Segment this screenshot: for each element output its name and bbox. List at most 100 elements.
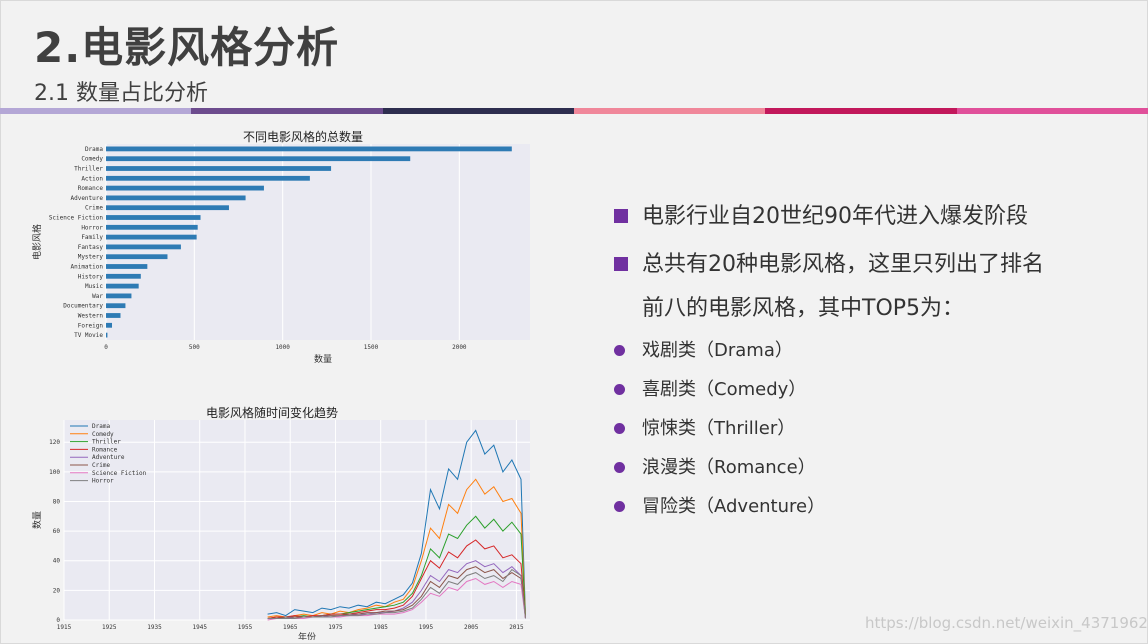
x-tick-label: 2005: [464, 624, 479, 631]
y-tick-label: 60: [53, 528, 61, 535]
bullet-item: 电影行业自20世纪90年代进入爆发阶段: [614, 195, 1094, 239]
y-tick-label: Romance: [78, 185, 104, 192]
y-tick-label: 80: [53, 498, 61, 505]
bar: [106, 254, 168, 260]
y-tick-label: 120: [49, 439, 60, 446]
line-chart-svg: 1915 1925 1935 1945 1955 1965 1975 1985 1995 2005…: [31, 420, 530, 640]
bullet-continuation: 前八的电影风格，其中TOP5为：: [642, 296, 965, 321]
bar: [106, 244, 181, 250]
y-tick-label: Mystery: [78, 254, 104, 261]
sub-bullet-text: 惊悚类（Thriller）: [642, 418, 796, 439]
bar: [106, 322, 113, 328]
sub-bullet-text: 冒险类（Adventure）: [642, 496, 826, 517]
y-tick-label: Foreign: [78, 322, 104, 329]
series-line: [267, 568, 526, 619]
x-axis-label: 数量: [314, 353, 332, 363]
color-bar-segment: [382, 108, 574, 114]
x-tick-label: 1000: [275, 344, 290, 351]
series-line: [267, 539, 526, 619]
x-tick-label: 1945: [193, 624, 208, 631]
x-axis-label: 年份: [298, 631, 316, 640]
decorative-color-bar: [0, 108, 1148, 114]
y-tick-label: Animation: [70, 264, 103, 271]
sub-bullet-text: 浪漫类（Romance）: [642, 457, 816, 478]
x-tick-label: 2015: [509, 624, 524, 631]
x-tick-label: 1500: [364, 344, 379, 351]
bar-chart-svg: 0 500 1000 1500 2000 Drama Comedy Thriller Actio…: [31, 144, 530, 363]
circle-bullet-icon: [614, 384, 625, 395]
y-tick-label: Thriller: [74, 166, 103, 173]
sub-bullet-text: 戏剧类（Drama）: [642, 340, 793, 361]
square-bullet-icon: [614, 257, 628, 271]
bullet-item: 总共有20种电影风格，这里只列出了排名: [614, 243, 1094, 287]
y-tick-label: Crime: [85, 205, 103, 212]
y-tick-label: 0: [56, 617, 60, 624]
sub-bullet-item: 戏剧类（Drama）: [614, 331, 1094, 370]
bar: [106, 332, 108, 338]
legend-label: Comedy: [92, 431, 114, 438]
y-tick-label: 100: [49, 469, 60, 476]
bar: [106, 293, 132, 299]
bar: [106, 166, 332, 171]
bar: [106, 283, 139, 289]
y-tick-label: Documentary: [63, 303, 103, 310]
watermark: https://blog.csdn.net/weixin_43719629: [865, 614, 1148, 632]
bar: [106, 156, 411, 162]
y-tick-label: History: [78, 273, 104, 280]
bar: [106, 313, 121, 318]
bar: [106, 185, 264, 191]
y-tick-label: 40: [53, 558, 61, 565]
y-tick-label: Fantasy: [78, 244, 104, 251]
bar: [106, 224, 198, 230]
plot-area: [64, 420, 530, 620]
x-tick-label: 2000: [452, 344, 467, 351]
y-tick-label: Action: [81, 175, 103, 182]
bar: [106, 175, 310, 181]
sub-bullet-text: 喜剧类（Comedy）: [642, 379, 807, 400]
sub-bullet-item: 浪漫类（Romance）: [614, 448, 1094, 487]
legend-label: Drama: [92, 423, 110, 430]
x-tick-label: 1985: [373, 624, 388, 631]
bar: [106, 264, 148, 269]
y-tick-label: Science Fiction: [49, 215, 104, 222]
chart-title: 电影风格随时间变化趋势: [206, 406, 339, 420]
y-tick-label: Drama: [85, 146, 103, 153]
square-bullet-icon: [614, 209, 628, 223]
legend-label: Horror: [92, 478, 114, 485]
y-tick-label: 20: [53, 587, 61, 594]
y-axis-label: 数量: [31, 511, 43, 529]
sub-bullet-item: 冒险类（Adventure）: [614, 487, 1094, 526]
genre-trend-chart: 电影风格随时间变化趋势 1915 1925 1935 1945 1955 1965 1975…: [30, 404, 535, 640]
y-tick-label: Horror: [81, 224, 103, 231]
legend-label: Crime: [92, 462, 110, 469]
series-line: [267, 429, 526, 618]
y-tick-label: War: [92, 293, 103, 300]
color-bar-segment: [765, 108, 957, 114]
bar: [106, 234, 197, 240]
x-tick-label: 1925: [102, 624, 117, 631]
x-tick-label: 0: [104, 344, 108, 351]
legend-label: Thriller: [92, 439, 121, 446]
bar: [106, 205, 229, 211]
y-tick-label: Adventure: [70, 195, 103, 202]
bar: [106, 146, 512, 152]
y-tick-label: Family: [81, 234, 103, 241]
bullet-list: 电影行业自20世纪90年代进入爆发阶段 总共有20种电影风格，这里只列出了排名 …: [614, 195, 1094, 526]
x-tick-label: 1955: [238, 624, 253, 631]
slide-title: 2.电影风格分析: [34, 23, 340, 72]
legend-label: Science Fiction: [92, 470, 147, 477]
circle-bullet-icon: [614, 462, 625, 473]
x-tick-label: 500: [189, 344, 200, 351]
legend-label: Adventure: [92, 454, 125, 461]
y-tick-label: Western: [78, 313, 104, 320]
circle-bullet-icon: [614, 423, 625, 434]
x-tick-label: 1915: [57, 624, 72, 631]
sub-bullet-item: 喜剧类（Comedy）: [614, 370, 1094, 409]
legend-label: Romance: [92, 446, 118, 453]
bullet-text: 总共有20种电影风格，这里只列出了排名: [642, 252, 1044, 277]
circle-bullet-icon: [614, 501, 625, 512]
x-tick-label: 1965: [283, 624, 298, 631]
chart-title: 不同电影风格的总数量: [243, 130, 364, 144]
x-tick-label: 1935: [147, 624, 162, 631]
bullet-text: 电影行业自20世纪90年代进入爆发阶段: [642, 204, 1028, 229]
